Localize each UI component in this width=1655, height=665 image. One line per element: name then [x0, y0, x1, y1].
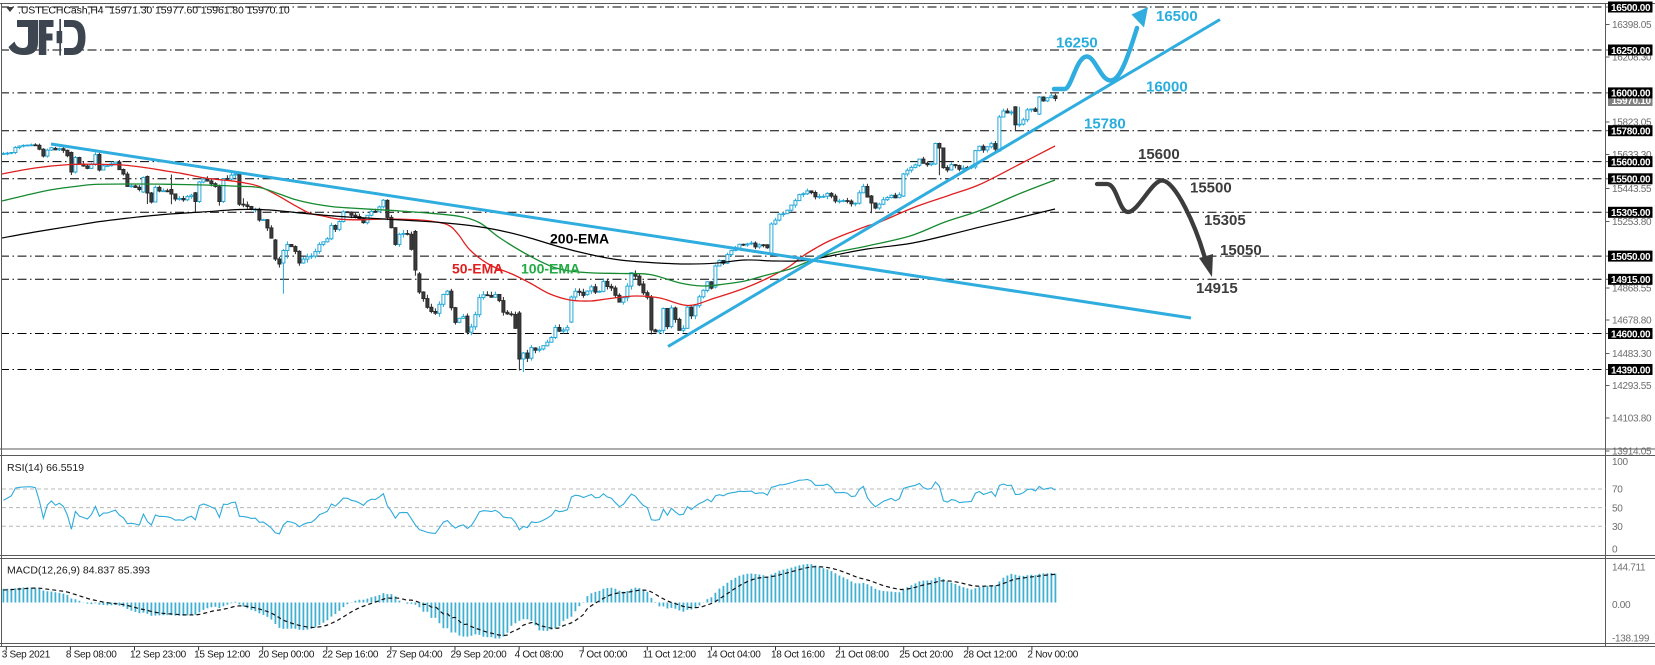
- svg-text:28 Oct 12:00: 28 Oct 12:00: [963, 650, 1017, 661]
- svg-text:15305.00: 15305.00: [1611, 208, 1651, 219]
- svg-text:21 Oct 08:00: 21 Oct 08:00: [835, 650, 889, 661]
- svg-text:16500.00: 16500.00: [1611, 3, 1651, 14]
- svg-text:14915.00: 14915.00: [1611, 275, 1651, 286]
- svg-text:RSI(14) 66.5519: RSI(14) 66.5519: [7, 462, 84, 474]
- svg-text:18 Oct 16:00: 18 Oct 16:00: [771, 650, 825, 661]
- svg-text:14915: 14915: [1196, 280, 1238, 297]
- svg-text:16208.30: 16208.30: [1612, 53, 1652, 64]
- svg-text:2 Nov 00:00: 2 Nov 00:00: [1027, 650, 1078, 661]
- svg-text:15600: 15600: [1138, 146, 1180, 163]
- svg-text:15253.80: 15253.80: [1612, 217, 1652, 228]
- svg-text:0.00: 0.00: [1612, 600, 1631, 611]
- svg-text:14483.30: 14483.30: [1612, 349, 1652, 360]
- svg-text:15780: 15780: [1084, 116, 1126, 133]
- svg-text:15500: 15500: [1190, 180, 1232, 197]
- svg-text:16500: 16500: [1156, 8, 1198, 25]
- svg-text:16398.05: 16398.05: [1612, 20, 1652, 31]
- svg-text:14868.55: 14868.55: [1612, 284, 1652, 295]
- svg-text:14103.80: 14103.80: [1612, 414, 1652, 425]
- svg-text:16250.00: 16250.00: [1611, 46, 1651, 57]
- svg-text:15305: 15305: [1204, 212, 1246, 229]
- svg-text:16000.00: 16000.00: [1611, 89, 1651, 100]
- svg-text:20 Sep 00:00: 20 Sep 00:00: [258, 650, 315, 661]
- svg-text:14 Oct 04:00: 14 Oct 04:00: [707, 650, 761, 661]
- svg-text:13914.05: 13914.05: [1612, 447, 1652, 458]
- svg-text:16250: 16250: [1056, 35, 1098, 52]
- svg-text:11 Oct 12:00: 11 Oct 12:00: [643, 650, 697, 661]
- svg-text:15633.30: 15633.30: [1612, 150, 1652, 161]
- svg-text:12 Sep 23:00: 12 Sep 23:00: [130, 650, 187, 661]
- svg-text:14293.55: 14293.55: [1612, 381, 1652, 392]
- svg-text:15780.00: 15780.00: [1611, 127, 1651, 138]
- svg-text:14390.00: 14390.00: [1611, 365, 1651, 376]
- svg-text:14600.00: 14600.00: [1611, 329, 1651, 340]
- svg-text:.USTECHCash,H4 15971.30 15977: .USTECHCash,H4 15971.30 15977.60 15961.8…: [18, 5, 290, 17]
- svg-text:100-EMA: 100-EMA: [521, 261, 580, 277]
- svg-text:30: 30: [1612, 522, 1623, 533]
- svg-text:16000: 16000: [1146, 79, 1188, 96]
- svg-text:3 Sep 2021: 3 Sep 2021: [2, 650, 51, 661]
- svg-text:15500.00: 15500.00: [1611, 175, 1651, 186]
- svg-text:144.711: 144.711: [1612, 563, 1646, 574]
- svg-text:15050: 15050: [1220, 242, 1262, 259]
- svg-text:14678.80: 14678.80: [1612, 316, 1652, 327]
- svg-text:4 Oct 08:00: 4 Oct 08:00: [515, 650, 564, 661]
- svg-text:15443.55: 15443.55: [1612, 184, 1652, 195]
- svg-text:MACD(12,26,9) 84.837 85.393: MACD(12,26,9) 84.837 85.393: [7, 565, 150, 577]
- svg-text:7 Oct 00:00: 7 Oct 00:00: [579, 650, 628, 661]
- svg-text:0: 0: [1612, 545, 1618, 556]
- svg-text:15600.00: 15600.00: [1611, 157, 1651, 168]
- svg-text:29 Sep 20:00: 29 Sep 20:00: [451, 650, 508, 661]
- svg-text:50: 50: [1612, 503, 1623, 514]
- svg-text:200-EMA: 200-EMA: [550, 231, 609, 247]
- svg-text:50-EMA: 50-EMA: [452, 261, 503, 277]
- svg-text:15 Sep 12:00: 15 Sep 12:00: [194, 650, 251, 661]
- svg-text:70: 70: [1612, 485, 1623, 496]
- svg-text:15050.00: 15050.00: [1611, 252, 1651, 263]
- svg-text:25 Oct 20:00: 25 Oct 20:00: [899, 650, 953, 661]
- svg-text:15970.10: 15970.10: [1612, 96, 1652, 107]
- svg-text:-138.199: -138.199: [1612, 634, 1650, 645]
- svg-text:100: 100: [1612, 457, 1629, 468]
- svg-text:27 Sep 04:00: 27 Sep 04:00: [386, 650, 443, 661]
- svg-text:8 Sep 08:00: 8 Sep 08:00: [66, 650, 117, 661]
- svg-text:22 Sep 16:00: 22 Sep 16:00: [322, 650, 379, 661]
- svg-text:15823.05: 15823.05: [1612, 118, 1652, 129]
